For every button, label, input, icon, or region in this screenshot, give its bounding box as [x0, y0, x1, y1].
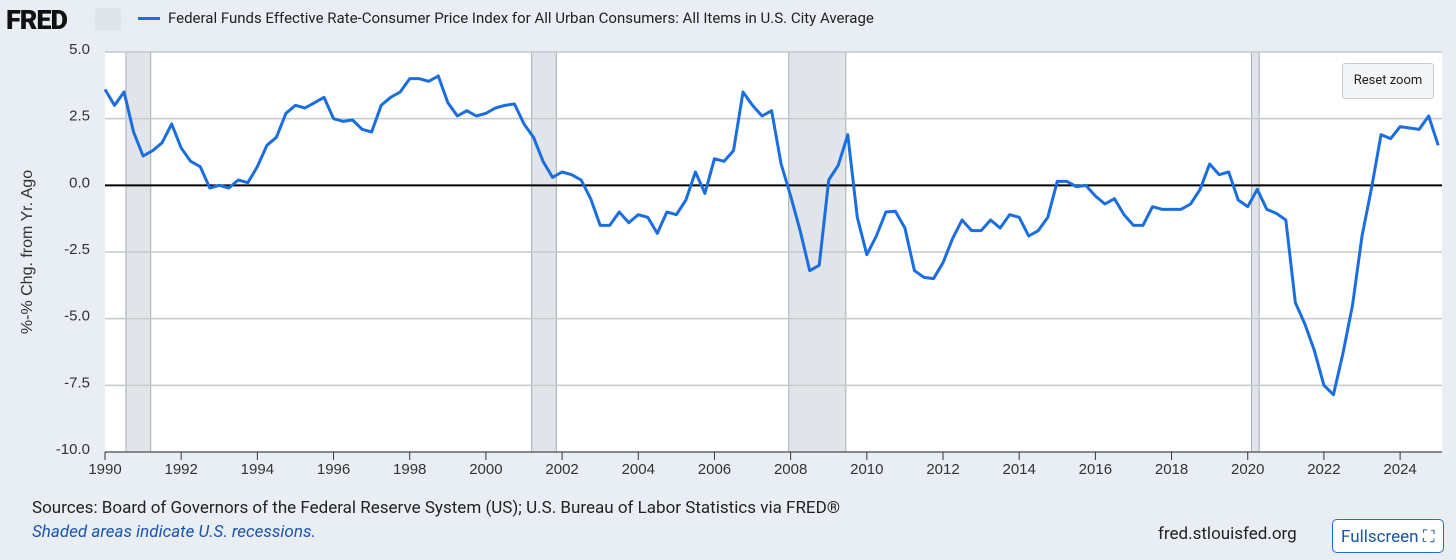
- chart: 5.0 2.5 0.0 -2.5 -5.0 -7.5 -10.0 1990 1992 1994 19…: [19, 41, 1442, 478]
- y-axis-label: %-% Chg. from Yr. Ago: [19, 170, 36, 334]
- x-tick-label: 2018: [1155, 461, 1188, 478]
- x-tick-label: 2020: [1231, 461, 1264, 478]
- x-tick-label: 2014: [1003, 461, 1036, 478]
- recession-note: Shaded areas indicate U.S. recessions.: [32, 522, 316, 542]
- logo: FRED: [6, 4, 68, 36]
- x-tick-label: 2016: [1079, 461, 1112, 478]
- x-tick-label: 2012: [926, 461, 959, 478]
- y-tick-label: -10.0: [56, 441, 90, 458]
- y-tick-label: -2.5: [64, 241, 90, 258]
- x-tick-label: 2024: [1383, 461, 1416, 478]
- x-tick-label: 2008: [774, 461, 807, 478]
- logo-icon: [95, 8, 121, 30]
- x-tick-label: 1996: [317, 461, 350, 478]
- x-tick-label: 1998: [393, 461, 426, 478]
- y-tick-label: -5.0: [64, 308, 90, 325]
- x-tick-label: 1992: [164, 461, 197, 478]
- fullscreen-label: Fullscreen: [1341, 527, 1419, 547]
- y-tick-label: 0.0: [69, 174, 90, 191]
- y-tick-label: 5.0: [69, 41, 90, 58]
- legend: Federal Funds Effective Rate-Consumer Pr…: [138, 9, 874, 27]
- x-tick-label: 2022: [1307, 461, 1340, 478]
- x-tick-label: 2010: [850, 461, 883, 478]
- x-tick-label: 2000: [469, 461, 502, 478]
- reset-zoom-button[interactable]: Reset zoom: [1342, 63, 1434, 99]
- x-tick-label: 2002: [545, 461, 578, 478]
- x-tick-label: 2006: [698, 461, 731, 478]
- data-line: [103, 74, 1440, 397]
- y-tick-label: 2.5: [69, 108, 90, 125]
- legend-swatch: [138, 16, 160, 20]
- site-link[interactable]: fred.stlouisfed.org: [1158, 524, 1297, 544]
- fullscreen-button[interactable]: Fullscreen ⛶: [1332, 519, 1444, 553]
- y-tick-label: -7.5: [64, 374, 90, 391]
- x-tick-label: 1994: [241, 461, 274, 478]
- x-tick-label: 1990: [88, 461, 121, 478]
- x-tick-label: 2004: [622, 461, 655, 478]
- sources: Sources: Board of Governors of the Feder…: [32, 498, 841, 518]
- legend-label: Federal Funds Effective Rate-Consumer Pr…: [168, 9, 874, 27]
